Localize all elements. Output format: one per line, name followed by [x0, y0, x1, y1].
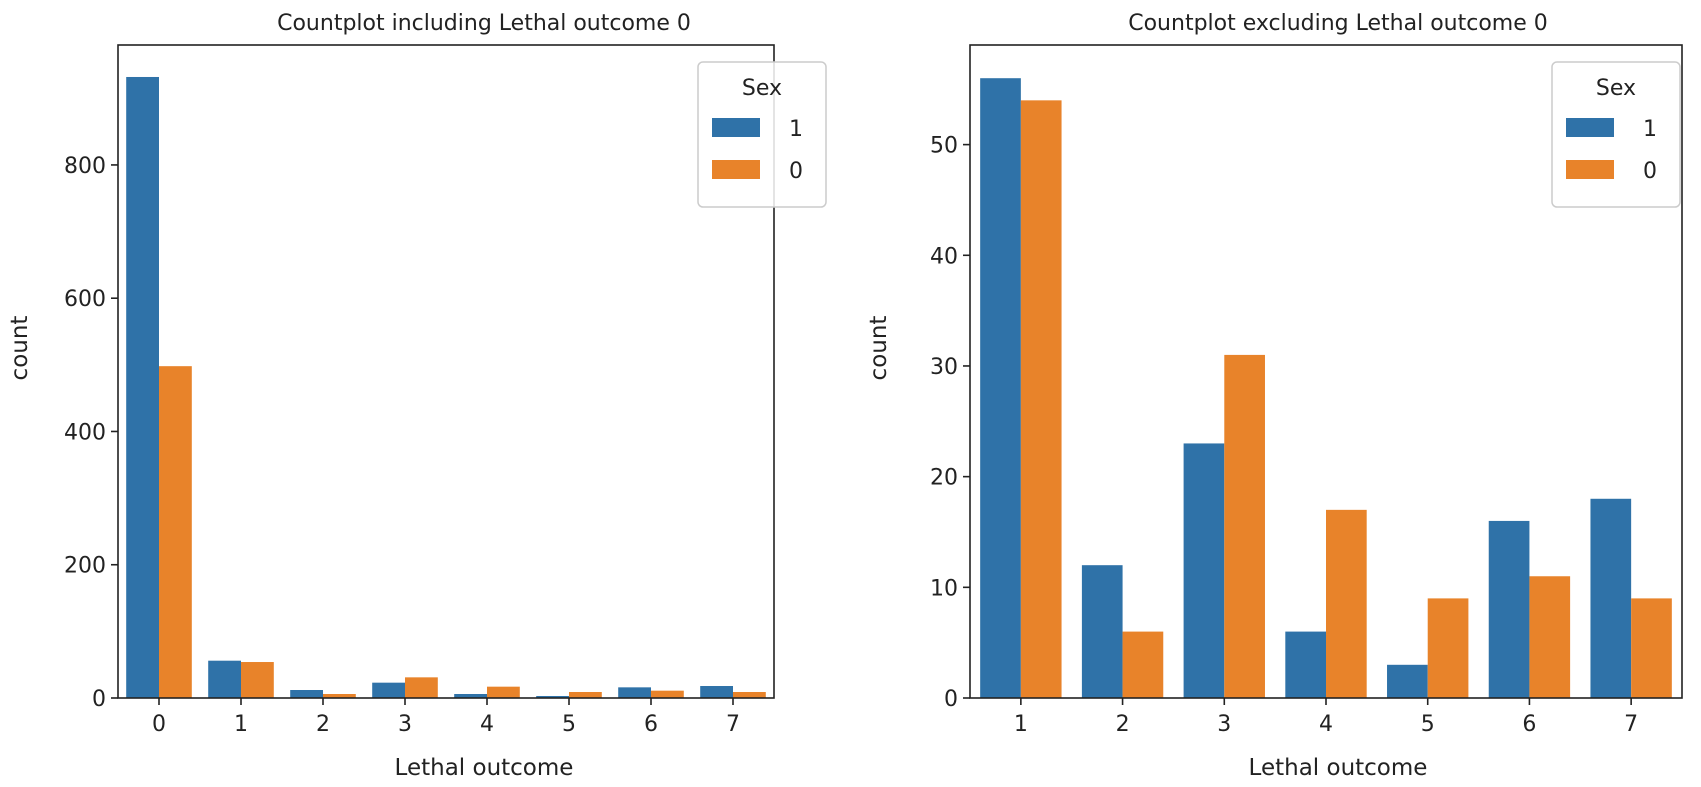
bar-sex-1-outcome-2 — [290, 690, 323, 698]
bar-sex-0-outcome-0 — [159, 366, 192, 698]
bars-group — [980, 78, 1672, 699]
chart-panel-excluding-zero: Countplot excluding Lethal outcome 0 Let… — [866, 11, 1683, 781]
x-tick-label: 4 — [480, 712, 494, 737]
bar-sex-0-outcome-6 — [651, 690, 684, 698]
y-tick-label: 30 — [930, 355, 958, 380]
bar-sex-1-outcome-6 — [1488, 520, 1530, 698]
bar-sex-1-outcome-4 — [454, 694, 487, 698]
legend: Sex 1 0 — [697, 61, 827, 208]
chart-title: Countplot excluding Lethal outcome 0 — [1128, 11, 1548, 36]
x-axis-label: Lethal outcome — [1249, 755, 1428, 781]
plot-frame — [117, 44, 775, 699]
legend-label-sex-0: 0 — [1643, 159, 1657, 184]
legend-swatch-sex-0 — [1566, 160, 1614, 179]
legend-label-sex-0: 0 — [789, 159, 803, 184]
x-axis-label: Lethal outcome — [395, 755, 574, 781]
x-tick-label: 6 — [1522, 712, 1536, 737]
x-tick-label: 3 — [1217, 712, 1231, 737]
legend-title: Sex — [742, 76, 782, 101]
legend-label-sex-1: 1 — [1643, 117, 1657, 142]
chart-panel-including-zero: Countplot including Lethal outcome 0 Let… — [7, 11, 827, 781]
y-tick-label: 200 — [64, 554, 106, 579]
chart-title: Countplot including Lethal outcome 0 — [277, 11, 691, 36]
x-tick-label: 1 — [1014, 712, 1028, 737]
legend: Sex 1 0 — [1551, 61, 1681, 208]
bar-sex-1-outcome-7 — [1590, 498, 1632, 698]
x-tick-label: 2 — [316, 712, 330, 737]
bar-sex-0-outcome-4 — [487, 686, 520, 698]
x-tick-label: 0 — [152, 712, 166, 737]
y-tick-label: 50 — [930, 134, 958, 159]
y-tick-label: 40 — [930, 244, 958, 269]
y-axis-label: count — [7, 316, 33, 381]
bar-sex-0-outcome-2 — [1122, 631, 1164, 698]
x-tick-label: 7 — [726, 712, 740, 737]
bar-sex-0-outcome-3 — [1224, 354, 1265, 698]
x-tick-label: 7 — [1624, 712, 1638, 737]
legend-title: Sex — [1596, 76, 1636, 101]
x-tick-label: 5 — [1421, 712, 1435, 737]
bar-sex-1-outcome-3 — [1183, 443, 1225, 698]
x-tick-label: 6 — [644, 712, 658, 737]
y-tick-label: 400 — [64, 420, 106, 445]
bars-group — [126, 76, 766, 699]
legend-swatch-sex-0 — [712, 160, 760, 179]
bar-sex-0-outcome-4 — [1326, 509, 1367, 698]
bar-sex-0-outcome-7 — [1631, 598, 1672, 698]
bar-sex-1-outcome-5 — [1387, 664, 1428, 698]
y-tick-label: 10 — [930, 576, 958, 601]
bar-sex-0-outcome-5 — [1427, 598, 1469, 698]
y-tick-label: 600 — [64, 287, 106, 312]
bar-sex-1-outcome-0 — [126, 76, 159, 699]
bar-sex-1-outcome-4 — [1285, 631, 1326, 698]
legend-label-sex-1: 1 — [789, 117, 803, 142]
bar-sex-0-outcome-2 — [323, 694, 356, 698]
bar-sex-1-outcome-7 — [700, 686, 733, 698]
y-tick-label: 0 — [92, 687, 106, 712]
bar-sex-0-outcome-1 — [241, 662, 274, 698]
y-tick-label: 800 — [64, 154, 106, 179]
bar-sex-0-outcome-5 — [569, 692, 602, 698]
bar-sex-1-outcome-3 — [372, 682, 405, 698]
plot-frame — [969, 44, 1683, 699]
x-tick-label: 3 — [398, 712, 412, 737]
y-ticks: 0 200 400 600 800 — [64, 154, 118, 712]
bar-sex-0-outcome-6 — [1529, 576, 1571, 698]
legend-swatch-sex-1 — [1566, 118, 1614, 137]
x-ticks: 1 2 3 4 5 6 7 — [1014, 698, 1638, 737]
bar-sex-1-outcome-1 — [208, 660, 241, 698]
y-ticks: 0 10 20 30 40 50 — [930, 134, 970, 712]
bar-sex-0-outcome-7 — [733, 692, 766, 698]
y-tick-label: 20 — [930, 466, 958, 491]
bar-sex-1-outcome-1 — [980, 78, 1021, 698]
y-axis-label: count — [866, 316, 892, 381]
x-tick-label: 5 — [562, 712, 576, 737]
x-tick-label: 1 — [234, 712, 248, 737]
x-tick-label: 2 — [1116, 712, 1130, 737]
legend-swatch-sex-1 — [712, 118, 760, 137]
bar-sex-0-outcome-3 — [405, 677, 438, 698]
bar-sex-1-outcome-5 — [536, 696, 569, 698]
x-ticks: 0 1 2 3 4 5 6 7 — [152, 698, 740, 737]
bar-sex-1-outcome-2 — [1081, 565, 1123, 698]
bar-sex-0-outcome-1 — [1020, 100, 1062, 699]
y-tick-label: 0 — [944, 687, 958, 712]
bar-sex-1-outcome-6 — [618, 687, 651, 698]
x-tick-label: 4 — [1319, 712, 1333, 737]
